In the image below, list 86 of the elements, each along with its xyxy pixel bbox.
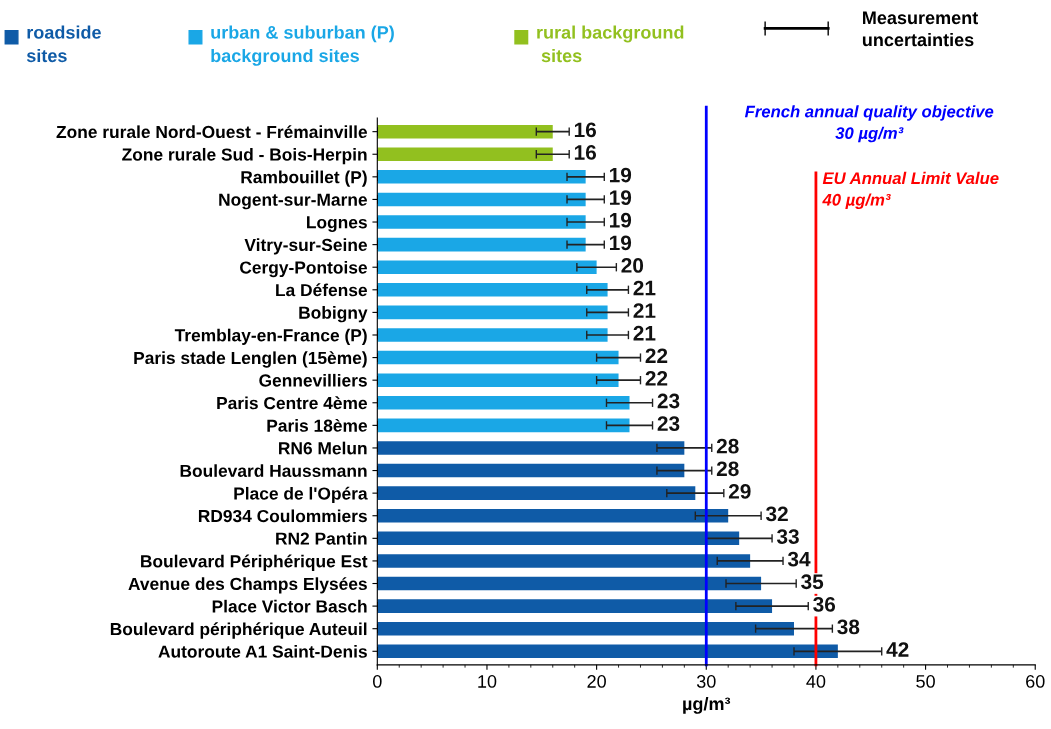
data-label: 23 (657, 416, 680, 431)
bar (377, 554, 751, 568)
data-label: 28 (716, 438, 739, 454)
data-label: 16 (574, 145, 597, 160)
y-tick-label: La Défense (276, 283, 367, 297)
bar (377, 644, 838, 659)
ref-line-label: French annual quality objective 30 µg/m³ (744, 105, 994, 143)
bar (377, 373, 619, 387)
x-tick-label: 60 (1026, 675, 1045, 688)
data-label: 28 (716, 461, 739, 477)
bar (377, 441, 685, 455)
legend-label: roadside sites (26, 25, 101, 63)
x-axis-title: µg/m³ (683, 696, 731, 714)
bar (377, 192, 586, 207)
bar (377, 621, 794, 636)
data-label: 21 (633, 325, 656, 341)
legend-label: rural background sites (537, 25, 684, 63)
data-label: 33 (776, 529, 799, 544)
y-tick-label: Autoroute A1 Saint-Denis (158, 645, 367, 658)
data-label: 36 (813, 596, 836, 612)
data-label: 23 (657, 393, 680, 409)
y-tick-label: Gennevilliers (259, 373, 367, 387)
y-tick-label: Cergy-Pontoise (240, 260, 367, 278)
data-label: 19 (609, 212, 632, 228)
y-tick-label: Lognes (307, 216, 367, 232)
data-label: 21 (633, 280, 656, 296)
bar (377, 418, 630, 433)
data-label: 29 (728, 483, 751, 499)
ref-line-label: EU Annual Limit Value 40 µg/m³ (822, 171, 999, 209)
y-tick-label: Avenue des Champs Elysées (128, 577, 367, 594)
y-tick-label: Rambouillet (P) (241, 170, 367, 187)
bar (377, 260, 597, 274)
bar (377, 328, 608, 342)
bar (377, 599, 773, 613)
data-label: 38 (837, 619, 860, 635)
y-tick-label: RN6 Melun (279, 441, 367, 455)
bar (377, 463, 685, 478)
bar (377, 395, 630, 410)
x-tick-label: 10 (478, 675, 497, 688)
bar (377, 576, 762, 591)
bar (377, 124, 553, 139)
y-tick-label: Zone rurale Sud - Bois-Herpin (122, 147, 367, 165)
bar (377, 305, 608, 320)
y-tick-label: Bobigny (299, 306, 368, 323)
bar (377, 147, 553, 162)
x-tick-label: 40 (806, 675, 826, 688)
bar (377, 215, 586, 229)
y-tick-label: Place Victor Basch (212, 599, 367, 613)
x-tick-label: 0 (372, 675, 382, 688)
y-tick-label: Boulevard Haussmann (180, 464, 367, 478)
data-label: 22 (645, 348, 668, 363)
y-tick-label: Paris stade Lenglen (15ème) (134, 351, 367, 368)
data-label: 32 (765, 506, 788, 522)
data-label: 21 (633, 303, 656, 318)
y-tick-label: Boulevard périphérique Auteuil (110, 622, 367, 639)
y-tick-label: Paris 18ème (267, 418, 367, 432)
bar (377, 531, 740, 546)
bar (377, 508, 729, 523)
y-tick-label: Nogent-sur-Marne (219, 193, 367, 210)
text: Measurement uncertainties (862, 11, 978, 47)
data-label: 16 (574, 122, 597, 138)
y-tick-label: RD934 Coulommiers (198, 509, 367, 523)
x-tick-label: 30 (696, 675, 716, 688)
x-tick-label: 20 (587, 675, 606, 688)
data-label: 19 (609, 190, 632, 206)
legend-label: urban & suburban (P) background sites (211, 25, 394, 66)
data-label: 22 (645, 371, 668, 386)
y-tick-label: Place de l'Opéra (234, 486, 368, 504)
data-label: 34 (787, 551, 811, 567)
y-tick-label: Vitry-sur-Seine (244, 238, 367, 255)
data-label: 19 (609, 235, 632, 251)
bar (377, 237, 586, 252)
y-tick-label: Tremblay-en-France (P) (174, 328, 367, 345)
data-label: 20 (621, 258, 644, 273)
data-label: 19 (609, 167, 632, 183)
bar (377, 170, 586, 184)
bar (377, 350, 619, 365)
bar (377, 486, 696, 500)
y-tick-label: RN2 Pantin (276, 532, 367, 545)
x-tick-label: 50 (916, 675, 935, 688)
data-label: 42 (886, 642, 909, 657)
data-label: 35 (801, 574, 824, 590)
y-tick-label: Paris Centre 4ème (217, 396, 367, 410)
y-tick-label: Zone rurale Nord-Ouest - Frémainville (56, 125, 368, 139)
bar (377, 283, 608, 297)
y-tick-label: Boulevard Périphérique Est (141, 554, 368, 571)
